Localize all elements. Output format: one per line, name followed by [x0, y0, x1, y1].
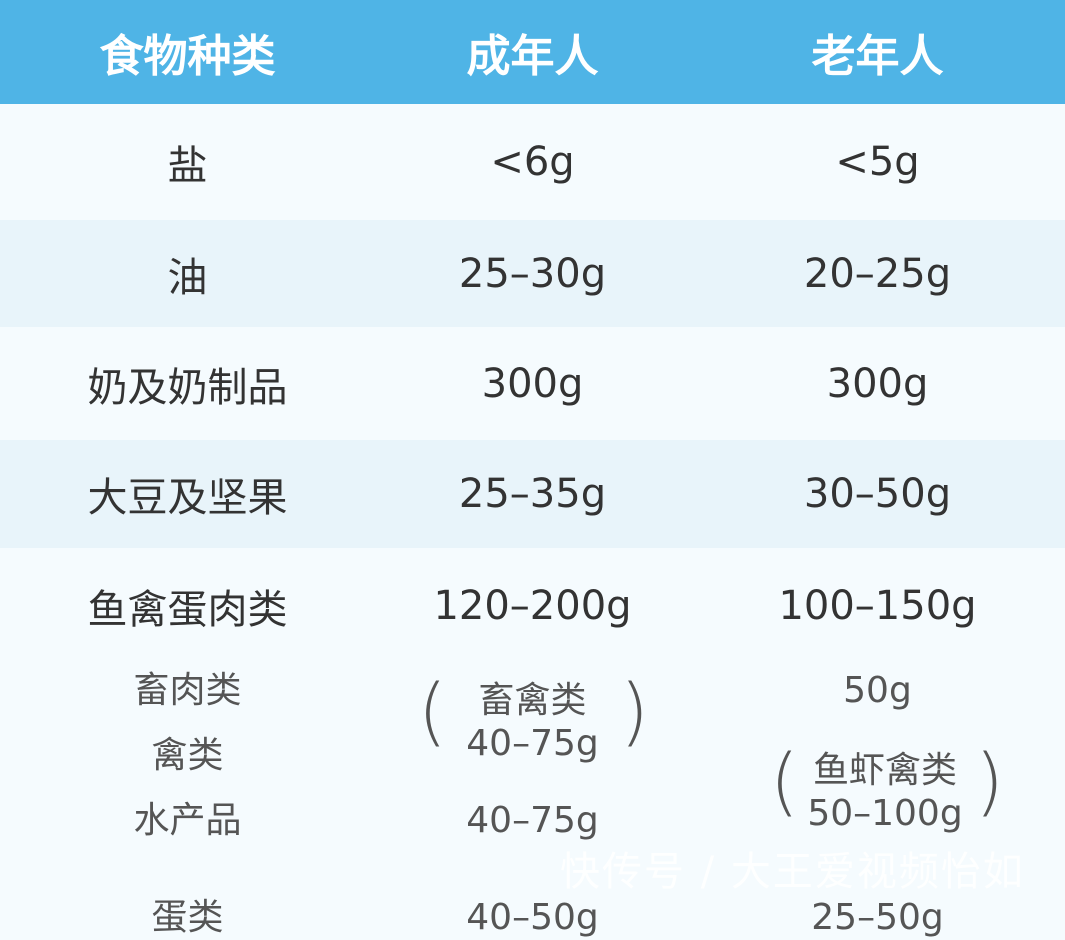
table-row: 盐 <6g <5g [0, 104, 1065, 220]
table-row: 鱼禽蛋肉类 120–200g 100–150g [0, 548, 1065, 664]
elder-group-label: 鱼虾禽类 [812, 750, 957, 791]
elder-group-value: 50–100g [807, 793, 963, 834]
sub-food-meat: 畜肉类 [133, 670, 242, 711]
food-cell: 鱼禽蛋肉类 [87, 587, 288, 633]
elder-cell: <5g [835, 139, 920, 185]
adult-cell: <6g [490, 139, 575, 185]
table-row: 大豆及坚果 25–35g 30–50g [0, 440, 1065, 548]
sub-food-poultry: 禽类 [151, 735, 224, 776]
close-paren: ) [975, 739, 1004, 825]
food-cell: 盐 [167, 143, 208, 189]
elder-cell: 20–25g [803, 250, 952, 297]
open-paren: ( [418, 669, 447, 755]
adult-cell: 25–30g [458, 250, 607, 297]
header-elder: 老年人 [811, 31, 944, 82]
food-cell: 大豆及坚果 [87, 475, 288, 521]
adult-aquatic: 40–75g [466, 800, 599, 841]
food-cell: 奶及奶制品 [87, 364, 288, 411]
adult-cell: 120–200g [433, 583, 632, 629]
adult-cell: 25–35g [458, 471, 607, 517]
elder-cell: 300g [826, 360, 929, 407]
open-paren: ( [770, 739, 799, 825]
elder-egg: 25–50g [811, 897, 944, 938]
sub-food-aquatic: 水产品 [133, 800, 242, 841]
elder-cell: 30–50g [803, 471, 952, 517]
table-row: 油 25–30g 20–25g [0, 220, 1065, 327]
sub-food-egg: 蛋类 [151, 897, 224, 938]
elder-cell: 100–150g [778, 583, 977, 629]
adult-group-value: 40–75g [466, 723, 599, 764]
adult-group-label: 畜禽类 [478, 680, 587, 721]
table-header: 食物种类 成年人 老年人 [0, 0, 1065, 104]
close-paren: ) [620, 669, 649, 755]
table-row: 奶及奶制品 300g 300g [0, 327, 1065, 440]
header-food-type: 食物种类 [99, 31, 276, 82]
header-adult: 成年人 [466, 31, 599, 82]
elder-meat: 50g [843, 670, 912, 711]
adult-cell: 300g [481, 360, 584, 407]
watermark: 快传号 / 大王爱视频怡如 [560, 849, 1025, 895]
food-cell: 油 [167, 254, 208, 301]
adult-egg: 40–50g [466, 897, 599, 938]
